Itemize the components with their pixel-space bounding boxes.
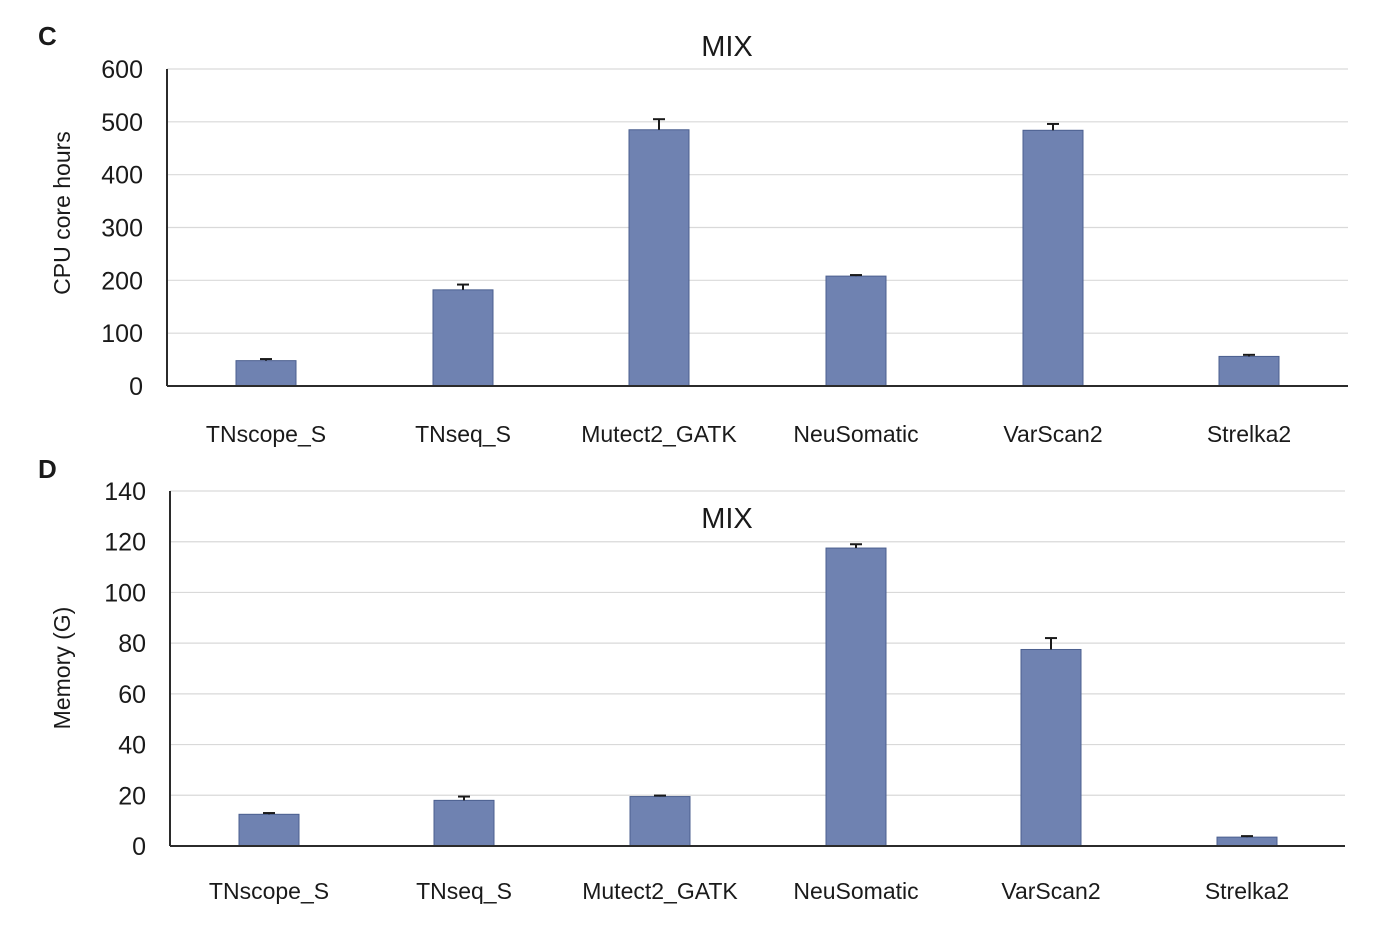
- x-tick-label: Mutect2_GATK: [581, 421, 737, 447]
- y-tick-label: 200: [101, 267, 143, 295]
- bar-neusomatic: [825, 547, 887, 847]
- y-tick-label: 500: [101, 109, 143, 137]
- chart-title-d: MIX: [701, 503, 753, 535]
- y-tick-label: 0: [132, 833, 146, 861]
- y-axis-label-c: CPU core hours: [49, 131, 75, 295]
- chart-panel-c: C MIX CPU core hours 0 100 200 300 400 500 600…: [38, 21, 1348, 447]
- y-tick-label: 600: [101, 56, 143, 84]
- x-tick-label: Mutect2_GATK: [582, 878, 738, 904]
- error-bars-d: [263, 543, 1253, 838]
- gridlines-c: [167, 68, 1348, 334]
- x-tick-label: TNseq_S: [416, 878, 512, 904]
- y-tick-labels-c: 0 100 200 300 400 500 600: [101, 56, 143, 401]
- bars-d: [238, 547, 1278, 847]
- y-tick-label: 20: [118, 782, 146, 810]
- x-tick-label: NeuSomatic: [793, 421, 918, 447]
- gridlines-d: [170, 490, 1345, 796]
- bar-tnscope-s: [238, 813, 300, 847]
- error-bar: [458, 795, 470, 801]
- x-tick-label: Strelka2: [1205, 878, 1289, 904]
- y-tick-label: 400: [101, 162, 143, 190]
- y-tick-labels-d: 0 20 40 60 80 100 120 140: [104, 478, 146, 861]
- error-bar: [1243, 353, 1255, 357]
- y-axis-label-d: Memory (G): [49, 607, 75, 730]
- x-tick-label: Strelka2: [1207, 421, 1291, 447]
- bar-neusomatic: [825, 275, 887, 387]
- error-bar: [653, 118, 665, 130]
- error-bar: [457, 283, 469, 290]
- x-tick-labels-d: TNscope_S TNseq_S Mutect2_GATK NeuSomatic Va…: [209, 878, 1289, 904]
- bar-strelka2: [1216, 836, 1278, 847]
- y-tick-label: 140: [104, 478, 146, 506]
- bars-c: [235, 129, 1280, 387]
- error-bars-c: [260, 118, 1255, 361]
- chart-title-c: MIX: [701, 31, 753, 63]
- error-bar: [654, 794, 666, 797]
- y-tick-label: 80: [118, 630, 146, 658]
- y-tick-label: 100: [104, 579, 146, 607]
- x-tick-label: VarScan2: [1001, 878, 1100, 904]
- x-tick-label: NeuSomatic: [793, 878, 918, 904]
- bar-tnseq-s: [433, 799, 495, 847]
- bar-varscan2: [1020, 648, 1082, 847]
- x-tick-label: TNseq_S: [415, 421, 511, 447]
- bar-mutect2-gatk: [629, 796, 691, 847]
- y-tick-label: 300: [101, 215, 143, 243]
- x-tick-label: TNscope_S: [206, 421, 326, 447]
- bar-strelka2: [1218, 355, 1280, 387]
- y-tick-label: 60: [118, 681, 146, 709]
- x-tick-labels-c: TNscope_S TNseq_S Mutect2_GATK NeuSomatic Va…: [206, 421, 1291, 447]
- error-bar: [1045, 637, 1057, 650]
- y-tick-label: 40: [118, 732, 146, 760]
- error-bar: [1047, 122, 1059, 131]
- bar-varscan2: [1022, 129, 1084, 387]
- x-tick-label: VarScan2: [1003, 421, 1102, 447]
- bar-tnseq-s: [432, 289, 494, 387]
- bar-mutect2-gatk: [628, 129, 690, 387]
- y-tick-label: 100: [101, 320, 143, 348]
- bar-tnscope-s: [235, 360, 297, 387]
- panel-letter-c: C: [38, 21, 57, 51]
- error-bar: [1241, 835, 1253, 838]
- chart-panel-d: D MIX Memory (G) 0 20 40 60 80 100 120 140 TNsc…: [38, 454, 1345, 904]
- x-tick-label: TNscope_S: [209, 878, 329, 904]
- error-bar: [260, 358, 272, 361]
- y-tick-label: 0: [129, 373, 143, 401]
- panel-letter-d: D: [38, 454, 57, 484]
- error-bar: [850, 274, 862, 277]
- error-bar: [850, 543, 862, 549]
- error-bar: [263, 812, 275, 815]
- y-tick-label: 120: [104, 529, 146, 557]
